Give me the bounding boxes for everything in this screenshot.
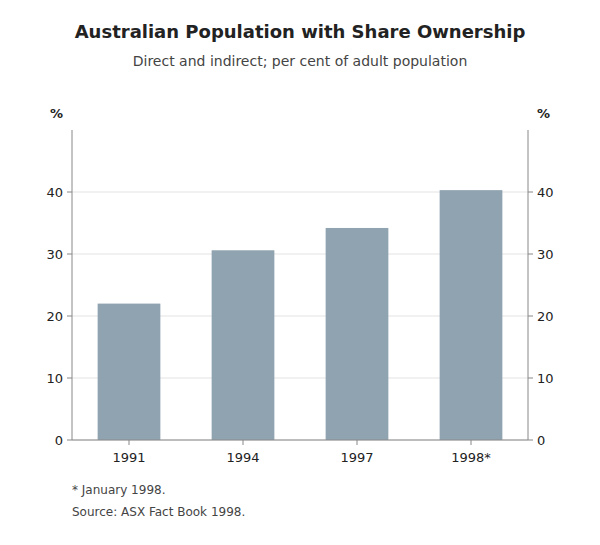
y-tick-label: 10 bbox=[46, 371, 63, 386]
footnote: * January 1998. bbox=[72, 483, 165, 497]
bar bbox=[440, 190, 503, 440]
x-tick-label: 1991 bbox=[112, 450, 145, 465]
y-tick bbox=[67, 440, 72, 441]
x-tick bbox=[471, 440, 472, 445]
y-tick-label: 40 bbox=[46, 185, 63, 200]
x-tick-label: 1997 bbox=[340, 450, 373, 465]
y-tick bbox=[67, 254, 72, 255]
y-tick bbox=[67, 192, 72, 193]
x-axis-line bbox=[72, 440, 528, 441]
bar bbox=[326, 228, 389, 440]
background bbox=[0, 0, 600, 545]
y2-tick-label: 0 bbox=[537, 433, 545, 448]
y2-tick-label: 10 bbox=[537, 371, 554, 386]
y-tick bbox=[67, 378, 72, 379]
x-tick bbox=[357, 440, 358, 445]
subtitle: Direct and indirect; per cent of adult p… bbox=[133, 53, 468, 69]
y-tick-label: 30 bbox=[46, 247, 63, 262]
x-tick-label: 1994 bbox=[226, 450, 259, 465]
y2-tick bbox=[528, 192, 533, 193]
x-tick-label: 1998* bbox=[451, 450, 491, 465]
y2-axis-label: % bbox=[537, 106, 550, 121]
grid-line bbox=[72, 440, 528, 441]
y2-tick-label: 20 bbox=[537, 309, 554, 324]
y2-axis-line bbox=[528, 130, 529, 440]
chart-svg: Australian Population with Share Ownersh… bbox=[0, 0, 600, 545]
y-tick-label: 20 bbox=[46, 309, 63, 324]
footnote: Source: ASX Fact Book 1998. bbox=[72, 505, 245, 519]
y-tick-label: 0 bbox=[55, 433, 63, 448]
y-axis-label: % bbox=[50, 106, 63, 121]
y2-tick bbox=[528, 440, 533, 441]
y-tick bbox=[67, 316, 72, 317]
y2-tick bbox=[528, 254, 533, 255]
y-axis-line bbox=[72, 130, 73, 440]
chart-container: Australian Population with Share Ownersh… bbox=[0, 0, 600, 545]
y2-tick bbox=[528, 378, 533, 379]
y2-tick bbox=[528, 316, 533, 317]
bar bbox=[98, 304, 161, 440]
y2-tick-label: 40 bbox=[537, 185, 554, 200]
bars bbox=[98, 190, 503, 440]
x-tick bbox=[243, 440, 244, 445]
x-tick bbox=[129, 440, 130, 445]
y2-tick-label: 30 bbox=[537, 247, 554, 262]
title: Australian Population with Share Ownersh… bbox=[75, 21, 526, 42]
bar bbox=[212, 250, 275, 440]
